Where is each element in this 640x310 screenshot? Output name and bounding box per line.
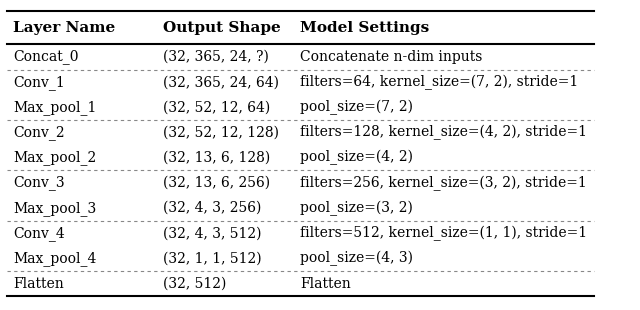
Text: (32, 13, 6, 128): (32, 13, 6, 128) (163, 151, 270, 165)
Text: Output Shape: Output Shape (163, 20, 280, 34)
Text: Concat_0: Concat_0 (13, 50, 79, 64)
Text: Conv_3: Conv_3 (13, 175, 65, 190)
Text: (32, 4, 3, 512): (32, 4, 3, 512) (163, 226, 261, 240)
Text: (32, 365, 24, ?): (32, 365, 24, ?) (163, 50, 269, 64)
Text: (32, 4, 3, 256): (32, 4, 3, 256) (163, 201, 261, 215)
Text: pool_size=(4, 2): pool_size=(4, 2) (300, 150, 413, 166)
Text: (32, 512): (32, 512) (163, 277, 227, 291)
Text: Max_pool_2: Max_pool_2 (13, 150, 97, 165)
Text: (32, 13, 6, 256): (32, 13, 6, 256) (163, 176, 270, 190)
Text: Max_pool_3: Max_pool_3 (13, 201, 97, 215)
Text: pool_size=(7, 2): pool_size=(7, 2) (300, 100, 413, 115)
Text: Max_pool_1: Max_pool_1 (13, 100, 97, 115)
Text: Layer Name: Layer Name (13, 20, 116, 34)
Text: Conv_4: Conv_4 (13, 226, 65, 241)
Text: (32, 52, 12, 64): (32, 52, 12, 64) (163, 100, 270, 114)
Text: Flatten: Flatten (300, 277, 351, 291)
Text: pool_size=(4, 3): pool_size=(4, 3) (300, 251, 413, 266)
Text: (32, 52, 12, 128): (32, 52, 12, 128) (163, 126, 279, 140)
Text: Max_pool_4: Max_pool_4 (13, 251, 97, 266)
Text: filters=256, kernel_size=(3, 2), stride=1: filters=256, kernel_size=(3, 2), stride=… (300, 175, 587, 191)
Text: Concatenate n-dim inputs: Concatenate n-dim inputs (300, 50, 483, 64)
Text: Model Settings: Model Settings (300, 20, 429, 34)
Text: filters=128, kernel_size=(4, 2), stride=1: filters=128, kernel_size=(4, 2), stride=… (300, 125, 588, 140)
Text: pool_size=(3, 2): pool_size=(3, 2) (300, 201, 413, 216)
Text: Conv_2: Conv_2 (13, 125, 65, 140)
Text: (32, 365, 24, 64): (32, 365, 24, 64) (163, 75, 279, 89)
Text: (32, 1, 1, 512): (32, 1, 1, 512) (163, 251, 262, 266)
Text: filters=512, kernel_size=(1, 1), stride=1: filters=512, kernel_size=(1, 1), stride=… (300, 226, 588, 241)
Text: Conv_1: Conv_1 (13, 75, 65, 90)
Text: Flatten: Flatten (13, 277, 64, 291)
Text: filters=64, kernel_size=(7, 2), stride=1: filters=64, kernel_size=(7, 2), stride=1 (300, 75, 579, 90)
